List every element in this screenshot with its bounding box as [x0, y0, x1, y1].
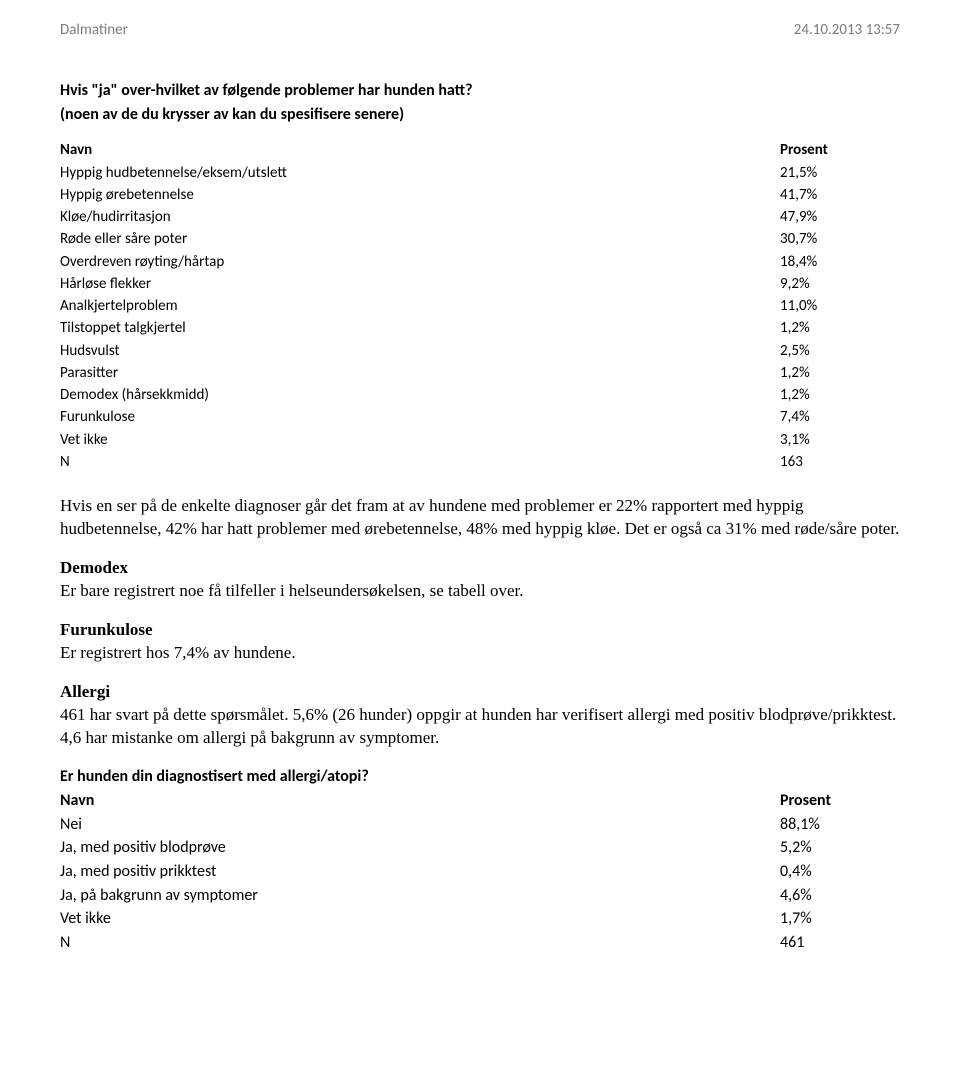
table-row: Ja, med positiv prikktest0,4% [60, 860, 900, 884]
cell-value: 7,4% [780, 406, 900, 428]
table-row: Vet ikke1,7% [60, 907, 900, 931]
col2-header-value: Prosent [780, 789, 900, 813]
cell-name: Hårløse flekker [60, 273, 780, 295]
cell-name: Røde eller såre poter [60, 228, 780, 250]
paragraph-summary: Hvis en ser på de enkelte diagnoser går … [60, 495, 900, 541]
paragraph-furunkulose: Furunkulose Er registrert hos 7,4% av hu… [60, 619, 900, 665]
table-row: N163 [60, 451, 900, 473]
cell-value: 1,2% [780, 384, 900, 406]
demodex-body: Er bare registrert noe få tilfeller i he… [60, 581, 524, 600]
cell-name: Hudsvulst [60, 340, 780, 362]
page-header: Dalmatiner 24.10.2013 13:57 [60, 20, 900, 40]
demodex-title: Demodex [60, 558, 128, 577]
cell-value: 1,7% [780, 907, 900, 931]
table-row: Hyppig hudbetennelse/eksem/utslett21,5% [60, 162, 900, 184]
cell-value: 3,1% [780, 429, 900, 451]
table-row: Hårløse flekker9,2% [60, 273, 900, 295]
cell-value: 461 [780, 931, 900, 955]
table-header-row: Navn Prosent [60, 139, 900, 161]
cell-name: Ja, med positiv prikktest [60, 860, 780, 884]
cell-name: Hyppig hudbetennelse/eksem/utslett [60, 162, 780, 184]
table-row: Nei88,1% [60, 813, 900, 837]
cell-name: Demodex (hårsekkmidd) [60, 384, 780, 406]
table-row: Vet ikke3,1% [60, 429, 900, 451]
table-row: Røde eller såre poter30,7% [60, 228, 900, 250]
col-header-value: Prosent [780, 139, 900, 161]
allergi-body: 461 har svart på dette spørsmålet. 5,6% … [60, 705, 896, 747]
section1-sub: (noen av de du krysser av kan du spesifi… [60, 104, 900, 126]
header-left: Dalmatiner [60, 20, 128, 40]
cell-value: 21,5% [780, 162, 900, 184]
cell-value: 4,6% [780, 884, 900, 908]
cell-value: 11,0% [780, 295, 900, 317]
table-row: Overdreven røyting/hårtap18,4% [60, 251, 900, 273]
cell-name: Vet ikke [60, 429, 780, 451]
table-row: Parasitter1,2% [60, 362, 900, 384]
cell-name: Ja, med positiv blodprøve [60, 836, 780, 860]
table-row: Ja, med positiv blodprøve5,2% [60, 836, 900, 860]
table-row: Hudsvulst2,5% [60, 340, 900, 362]
cell-value: 2,5% [780, 340, 900, 362]
allergi-title: Allergi [60, 682, 110, 701]
table-row: Hyppig ørebetennelse41,7% [60, 184, 900, 206]
cell-value: 9,2% [780, 273, 900, 295]
cell-name: Nei [60, 813, 780, 837]
header-right: 24.10.2013 13:57 [794, 20, 900, 40]
section1-title: Hvis "ja" over-hvilket av følgende probl… [60, 80, 900, 102]
table-row: N461 [60, 931, 900, 955]
cell-value: 5,2% [780, 836, 900, 860]
cell-name: Furunkulose [60, 406, 780, 428]
cell-value: 47,9% [780, 206, 900, 228]
cell-value: 1,2% [780, 362, 900, 384]
cell-name: N [60, 931, 780, 955]
cell-name: Parasitter [60, 362, 780, 384]
table-row: Kløe/hudirritasjon47,9% [60, 206, 900, 228]
table-row: Furunkulose7,4% [60, 406, 900, 428]
cell-name: Vet ikke [60, 907, 780, 931]
furunkulose-title: Furunkulose [60, 620, 153, 639]
cell-value: 163 [780, 451, 900, 473]
cell-name: Kløe/hudirritasjon [60, 206, 780, 228]
cell-name: Hyppig ørebetennelse [60, 184, 780, 206]
table-row: Tilstoppet talgkjertel1,2% [60, 317, 900, 339]
cell-name: Analkjertelproblem [60, 295, 780, 317]
cell-value: 1,2% [780, 317, 900, 339]
paragraph-allergi: Allergi 461 har svart på dette spørsmåle… [60, 681, 900, 750]
table-row: Ja, på bakgrunn av symptomer4,6% [60, 884, 900, 908]
cell-value: 41,7% [780, 184, 900, 206]
paragraph-demodex: Demodex Er bare registrert noe få tilfel… [60, 557, 900, 603]
cell-name: Overdreven røyting/hårtap [60, 251, 780, 273]
furunkulose-body: Er registrert hos 7,4% av hundene. [60, 643, 296, 662]
table-problems: Navn Prosent Hyppig hudbetennelse/eksem/… [60, 139, 900, 473]
cell-value: 0,4% [780, 860, 900, 884]
cell-name: N [60, 451, 780, 473]
table-row: Analkjertelproblem11,0% [60, 295, 900, 317]
table2-header-row: Navn Prosent [60, 789, 900, 813]
cell-name: Tilstoppet talgkjertel [60, 317, 780, 339]
cell-name: Ja, på bakgrunn av symptomer [60, 884, 780, 908]
table-allergy: Navn Prosent Nei88,1%Ja, med positiv blo… [60, 789, 900, 954]
cell-value: 18,4% [780, 251, 900, 273]
section2-title: Er hunden din diagnostisert med allergi/… [60, 766, 900, 788]
table-row: Demodex (hårsekkmidd)1,2% [60, 384, 900, 406]
col2-header-name: Navn [60, 789, 780, 813]
cell-value: 88,1% [780, 813, 900, 837]
cell-value: 30,7% [780, 228, 900, 250]
col-header-name: Navn [60, 139, 780, 161]
